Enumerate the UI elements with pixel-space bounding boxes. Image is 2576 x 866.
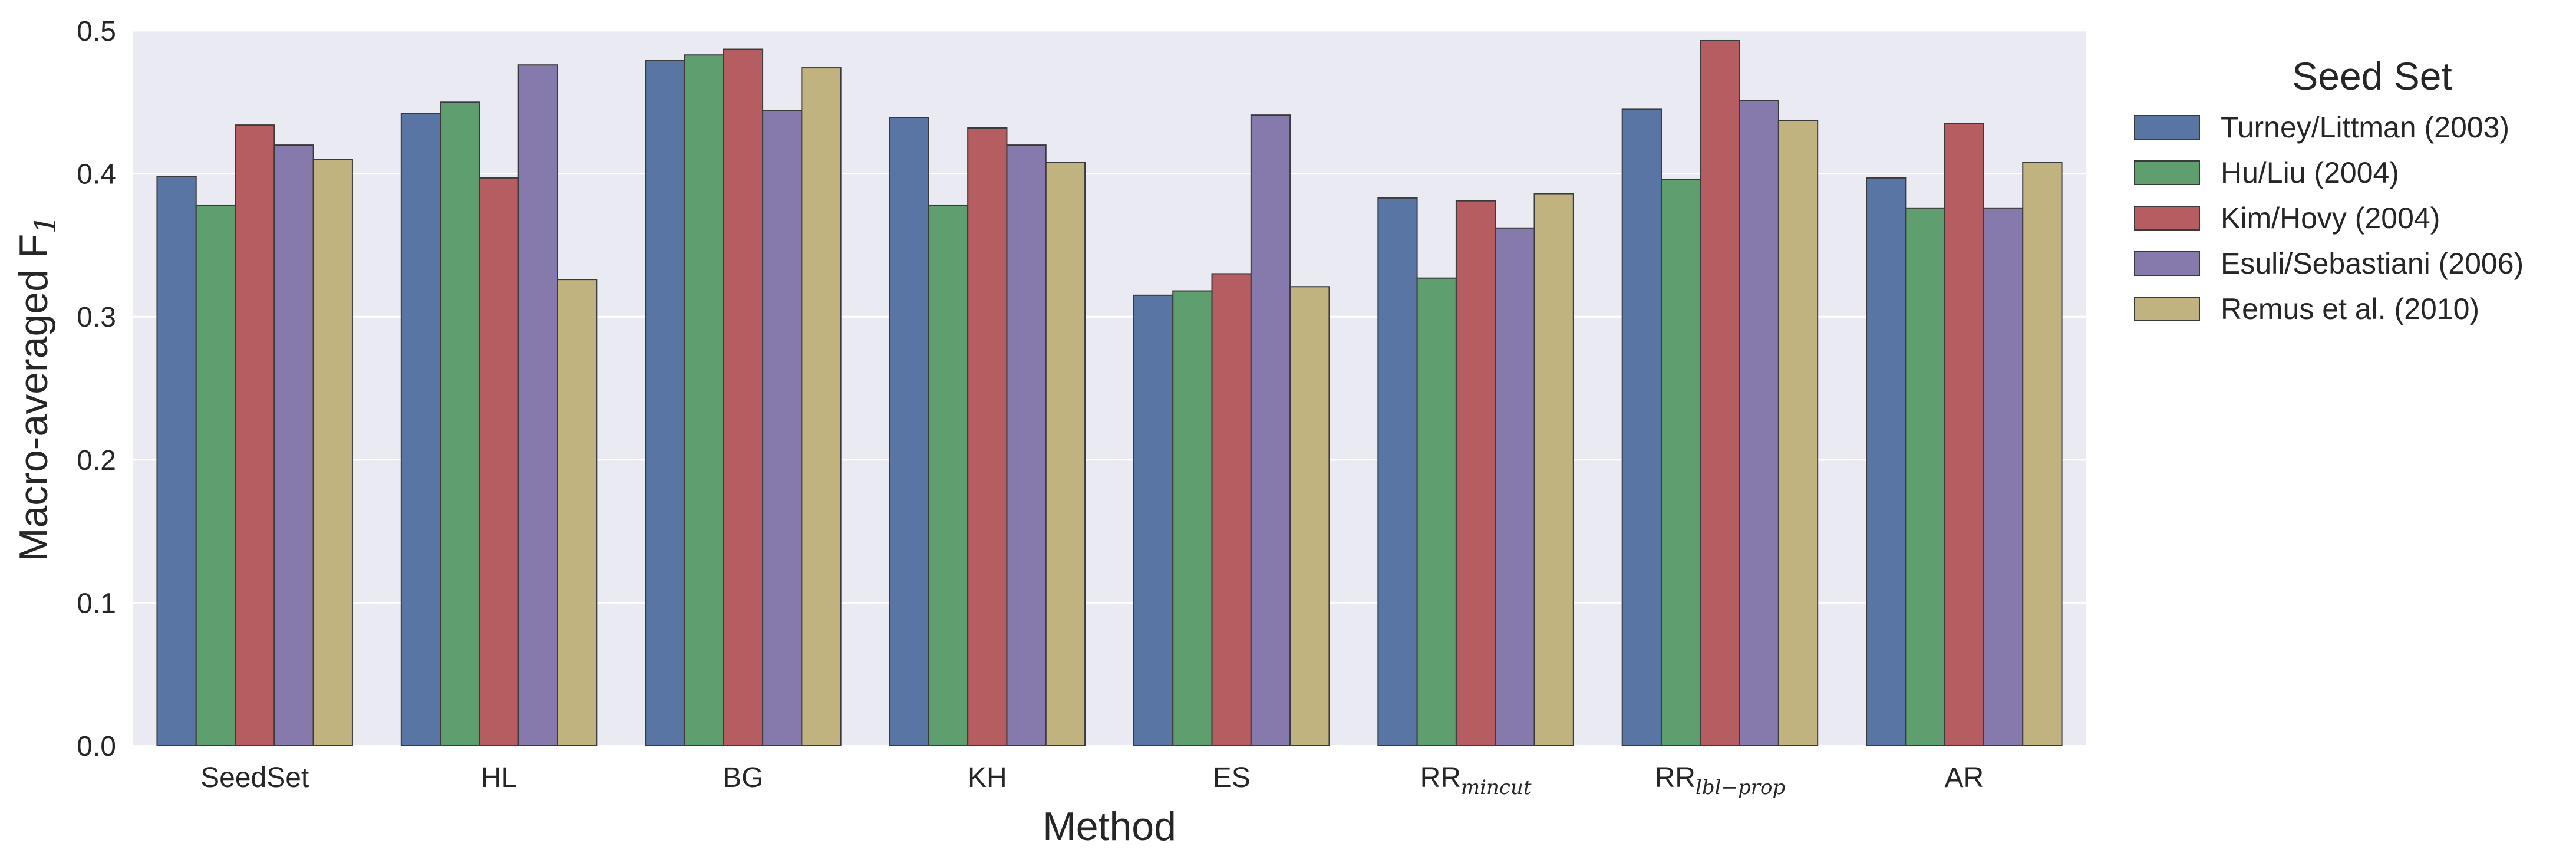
bar (684, 54, 724, 747)
bar (1533, 193, 1574, 746)
x-axis-label: Method (1043, 804, 1176, 849)
legend-entry: Remus et al. (2010) (2221, 292, 2479, 325)
bar (889, 117, 929, 747)
x-tick-label: AR (1944, 762, 1984, 793)
bar (156, 176, 197, 746)
y-tick-label: 0.3 (77, 302, 116, 333)
bar (1905, 207, 1945, 747)
legend-entry: Esuli/Sebastiani (2006) (2221, 247, 2524, 280)
y-axis-label: Macro-averaged F1 (11, 215, 62, 561)
legend-entry: Turney/Littman (2003) (2221, 111, 2509, 144)
y-tick-label: 0.0 (77, 731, 116, 762)
bar (400, 113, 441, 746)
x-tick-label: RRlbl−prop (1655, 762, 1786, 799)
bar (1944, 123, 1984, 747)
bar (1416, 277, 1457, 746)
bar (967, 127, 1008, 746)
bar (557, 279, 598, 746)
bar (1211, 273, 1252, 747)
y-tick-label: 0.1 (77, 588, 116, 619)
bar (1700, 39, 1740, 746)
y-tick-labels: 0.0 0.1 0.2 0.3 0.4 0.5 (77, 16, 116, 762)
x-tick-labels: SeedSet HL BG KH ES RRmincut RRlbl−prop AR (200, 762, 1984, 799)
bar (723, 48, 764, 747)
bar (1866, 177, 1907, 746)
bar (1377, 197, 1418, 747)
legend-entry: Hu/Liu (2004) (2221, 156, 2399, 189)
y-tick-label: 0.5 (77, 16, 116, 47)
bar (1172, 290, 1213, 747)
bar (1495, 227, 1535, 746)
bar (2022, 162, 2063, 746)
bar (1777, 120, 1819, 746)
bar (1045, 162, 1086, 746)
y-axis-label-subscript: 1 (28, 215, 62, 234)
bar (1660, 179, 1701, 746)
bar (1006, 144, 1047, 746)
bar (273, 144, 314, 746)
x-tick-label: HL (481, 762, 517, 793)
x-tick-label: BG (723, 762, 763, 793)
bar (801, 67, 842, 746)
bar (1621, 108, 1662, 746)
x-tick-label: KH (968, 762, 1007, 793)
bar (1983, 207, 2024, 747)
bar (235, 124, 275, 747)
bar (440, 101, 480, 746)
bar (1133, 294, 1174, 746)
legend-swatch (2134, 206, 2200, 231)
x-tick-label: ES (1213, 762, 1251, 793)
bar (645, 60, 685, 746)
bar (1250, 114, 1291, 746)
legend-swatch (2134, 251, 2200, 276)
bar (1739, 100, 1779, 746)
legend-swatch (2134, 160, 2200, 185)
x-tick-label: SeedSet (200, 762, 309, 793)
legend-title: Seed Set (2292, 54, 2452, 98)
bar (762, 110, 803, 747)
bars (156, 39, 2063, 747)
x-tick-label: RRmincut (1420, 762, 1532, 799)
bar (517, 64, 559, 746)
bar (312, 159, 353, 746)
legend-entry: Kim/Hovy (2004) (2221, 202, 2440, 235)
bar (928, 204, 969, 746)
y-axis-label-main: Macro-averaged F (11, 234, 56, 562)
bar (195, 204, 236, 746)
legend-swatch (2134, 297, 2200, 321)
bar (1455, 200, 1496, 747)
legend: Seed Set Turney/Littman (2003) Hu/Liu (20… (2134, 54, 2524, 325)
bar (1289, 286, 1330, 746)
y-tick-label: 0.4 (77, 159, 116, 190)
y-tick-label: 0.2 (77, 445, 116, 476)
legend-swatch (2134, 115, 2200, 140)
bar (479, 177, 519, 746)
